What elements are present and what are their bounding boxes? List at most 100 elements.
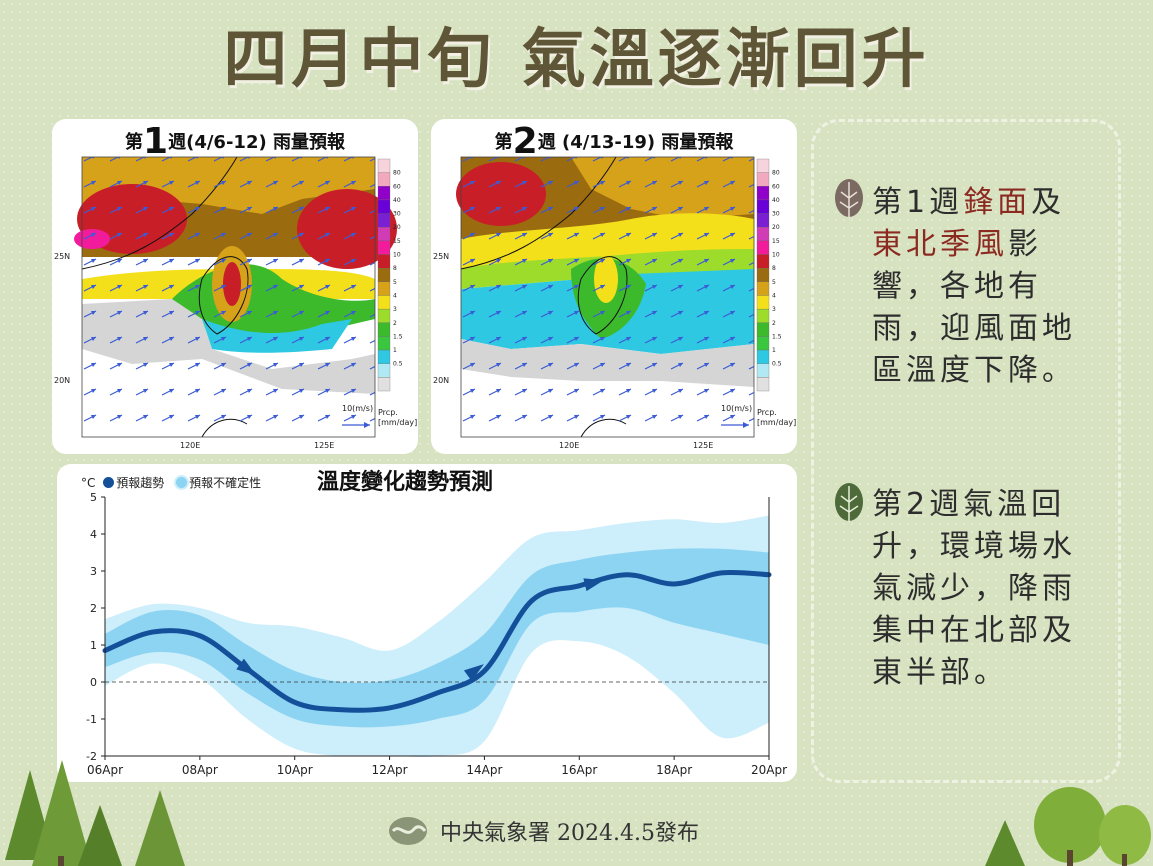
colorbar-tick-label: 40 [393, 197, 401, 204]
week2-map-graphic: 80 60 40 30 20 15 10 8 5 4 3 2 1.5 1 0.5 [456, 156, 782, 438]
colorbar-tick-label: 20 [393, 224, 401, 231]
colorbar-swatch [756, 308, 770, 323]
y-tick-label: 2 [90, 602, 97, 615]
colorbar-swatch [756, 227, 770, 242]
colorbar-swatch [756, 199, 770, 214]
colorbar-tick-label: 2 [393, 320, 397, 327]
colorbar-tick-label: 30 [772, 211, 780, 218]
colorbar-tick-label: 1.5 [393, 333, 403, 340]
colorbar-swatch [756, 281, 770, 296]
colorbar-tick-label: 60 [772, 183, 780, 190]
x-tick-label: 12Apr [372, 763, 408, 777]
uncertainty-legend-swatch [176, 477, 188, 488]
wind-reference-label: 10(m/s) [342, 404, 374, 413]
chart-title: 溫度變化趨勢預測 [317, 470, 494, 495]
colorbar-tick-label: 1 [393, 347, 397, 354]
colorbar-swatch [377, 186, 391, 201]
y-tick-label: -2 [86, 750, 97, 763]
page-title: 四月中旬 氣溫逐漸回升 [223, 23, 930, 97]
colorbar-tick-label: 5 [393, 279, 397, 286]
colorbar-swatch [377, 308, 391, 323]
unit-label: °C [81, 476, 96, 490]
inner-uncertainty-band [105, 548, 769, 728]
x-tick-label: 18Apr [656, 763, 692, 777]
colorbar-tick-label: 80 [772, 170, 780, 177]
wind-reference-label: 10(m/s) [721, 404, 753, 413]
colorbar-swatch [377, 349, 391, 364]
week1-colorbar: 80 60 40 30 20 15 10 8 5 4 3 2 1.5 1 0.5 [377, 158, 403, 392]
temperature-trend-chart: -2 -1 0 1 2 3 4 5 06Apr 08Apr 10Apr 12Apr 14Apr 16Apr… [57, 464, 797, 782]
colorbar-swatch [756, 295, 770, 310]
tree-icon [835, 179, 863, 218]
colorbar-swatch [377, 295, 391, 310]
colorbar-tick-label: 40 [772, 197, 780, 204]
x-tick-label: 10Apr [277, 763, 313, 777]
x-tick-label: 06Apr [87, 763, 123, 777]
note-highlight: 東北季風 [872, 227, 1008, 262]
colorbar-swatch [756, 254, 770, 269]
note-text: 第1週 [872, 185, 964, 220]
lon-label-120e: 120E [180, 441, 201, 450]
lat-label-20n: 20N [433, 376, 450, 385]
colorbar-swatch [756, 349, 770, 364]
colorbar-swatch [756, 172, 770, 187]
colorbar-swatch [377, 268, 391, 282]
precip-unit-label: Prcp. [mm/day] [757, 408, 797, 427]
colorbar-tick-label: 10 [393, 252, 401, 259]
lat-label-25n: 25N [433, 252, 450, 261]
colorbar-tick-label: 5 [772, 279, 776, 286]
lon-label-125e: 125E [693, 441, 714, 450]
colorbar-swatch [756, 240, 770, 255]
colorbar-swatch [377, 227, 391, 242]
x-tick-label: 20Apr [751, 763, 787, 777]
colorbar-swatch [756, 363, 770, 378]
x-tick-label: 16Apr [561, 763, 597, 777]
colorbar-tick-label: 3 [772, 306, 776, 313]
note-text: 影響，各地有雨，迎風面地區溫度下降。 [872, 227, 1076, 388]
chart-legend: °C 預報趨勢 預報不確定性 [81, 474, 261, 491]
trend-line [102, 569, 772, 713]
colorbar-swatch [377, 199, 391, 214]
y-tick-label: 0 [90, 676, 97, 689]
notes-panel: 第1週鋒面及東北季風影響，各地有雨，迎風面地區溫度下降。 第2週氣溫回升，環境場… [811, 119, 1121, 783]
colorbar-swatch [377, 213, 391, 228]
colorbar-tick-label: 4 [772, 292, 776, 299]
colorbar-tick-label: 80 [393, 170, 401, 177]
colorbar-swatch [377, 363, 391, 378]
colorbar-swatch [377, 322, 391, 337]
y-tick-label: -1 [86, 713, 97, 726]
decorative-trees-left [5, 760, 185, 866]
lat-label-25n: 25N [54, 252, 71, 261]
temperature-chart-plot: -2 -1 0 1 2 3 4 5 06Apr 08Apr 10Apr 12Apr 14Apr 16Apr… [86, 491, 787, 777]
note-highlight: 鋒面 [963, 185, 1032, 220]
y-tick-label: 3 [90, 565, 97, 578]
trend-legend-swatch [103, 477, 115, 488]
trend-legend-label: 預報趨勢 [116, 476, 165, 490]
note-text: 及 [1031, 185, 1066, 220]
week2-rainfall-map: 80 60 40 30 20 15 10 8 5 4 3 2 1.5 1 0.5 第2週 (4/13-19)… [431, 119, 797, 454]
week1-map-graphic: 80 60 40 30 20 15 10 8 5 4 3 2 1.5 1 0.5 [74, 156, 403, 438]
colorbar-tick-label: 15 [393, 238, 401, 245]
colorbar-tick-label: 0.5 [772, 361, 782, 368]
trend-arrowhead [236, 658, 257, 676]
week2-note: 第2週氣溫回升，環境場水氣減少，降雨集中在北部及東半部。 [872, 484, 1097, 694]
colorbar-tick-label: 20 [772, 224, 780, 231]
colorbar-tick-label: 8 [393, 265, 397, 272]
week2-map-title: 第2週 (4/13-19) 雨量預報 [494, 121, 734, 162]
lat-label-20n: 20N [54, 376, 71, 385]
colorbar-swatch [756, 336, 770, 351]
decorative-trees-right [985, 787, 1151, 866]
week1-note: 第1週鋒面及東北季風影響，各地有雨，迎風面地區溫度下降。 [872, 182, 1097, 392]
cwa-logo [389, 817, 427, 845]
colorbar-swatch [756, 213, 770, 228]
colorbar-tick-label: 60 [393, 183, 401, 190]
colorbar-tick-label: 4 [393, 292, 397, 299]
colorbar-swatch [756, 322, 770, 337]
colorbar-swatch [756, 186, 770, 201]
colorbar-tick-label: 8 [772, 265, 776, 272]
y-tick-label: 1 [90, 639, 97, 652]
y-tick-label: 4 [90, 528, 97, 541]
trend-arrowhead [583, 578, 605, 592]
colorbar-tick-label: 3 [393, 306, 397, 313]
uncertainty-legend-label: 預報不確定性 [189, 476, 262, 490]
